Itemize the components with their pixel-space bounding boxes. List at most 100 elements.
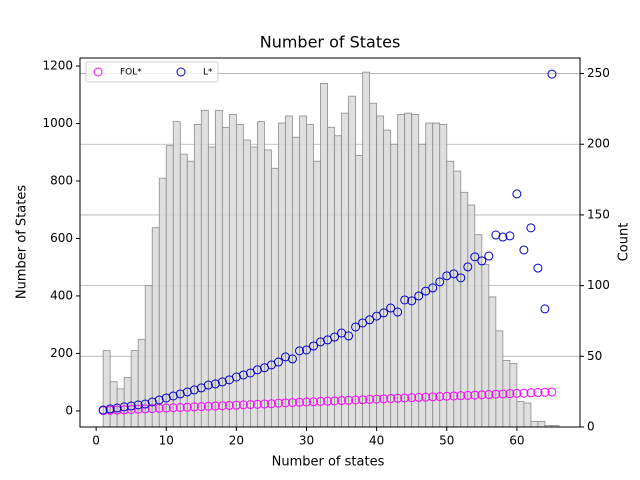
scatter-point xyxy=(259,399,269,409)
scatter-point xyxy=(547,387,557,397)
scatter-point xyxy=(414,291,424,301)
x-tick-label: 0 xyxy=(92,434,100,448)
scatter-point xyxy=(161,403,171,413)
legend-label: FOL* xyxy=(120,68,142,78)
scatter-point xyxy=(175,402,185,412)
scatter-point xyxy=(393,393,403,403)
scatter-point xyxy=(505,231,515,241)
chart-title: Number of States xyxy=(260,33,401,52)
scatter-point xyxy=(463,262,473,272)
y-tick-label: 600 xyxy=(50,231,73,245)
scatter-point xyxy=(210,379,220,389)
scatter-point xyxy=(421,392,431,402)
histogram-bar xyxy=(130,350,139,428)
scatter-point xyxy=(316,396,326,406)
scatter-point xyxy=(540,304,550,314)
scatter-point xyxy=(428,392,438,402)
histogram-bar xyxy=(397,114,406,428)
scatter-point xyxy=(238,400,248,410)
y2-tick-label: 150 xyxy=(587,207,610,221)
scatter-point xyxy=(449,391,459,401)
scatter-point xyxy=(477,256,487,266)
histogram-bar xyxy=(151,227,160,428)
scatter-point xyxy=(175,389,185,399)
histogram-bar xyxy=(362,71,371,428)
histogram-bar xyxy=(299,115,307,428)
plot-frame xyxy=(79,57,581,428)
histogram-bar xyxy=(242,139,251,428)
x-tick-label: 40 xyxy=(369,434,384,448)
scatter-point xyxy=(386,394,396,404)
histogram-bar xyxy=(516,401,525,428)
scatter-point xyxy=(491,389,501,399)
scatter-point xyxy=(498,232,508,242)
scatter-point xyxy=(196,402,206,412)
scatter-point xyxy=(238,370,248,380)
histogram-bar xyxy=(306,124,314,428)
histogram-bar xyxy=(383,129,392,428)
histogram-bar xyxy=(495,330,504,428)
scatter-point xyxy=(224,400,234,410)
scatter-point xyxy=(379,394,389,404)
scatter-point xyxy=(442,271,452,281)
scatter-point xyxy=(287,398,297,408)
scatter-point xyxy=(280,398,290,408)
scatter-point xyxy=(330,332,340,342)
histogram-bar xyxy=(193,124,202,428)
scatter-point xyxy=(140,399,150,409)
scatter-point xyxy=(168,403,178,413)
histogram-bar xyxy=(165,145,174,428)
scatter-point xyxy=(379,308,389,318)
scatter-point xyxy=(316,337,326,347)
scatter-point xyxy=(463,390,473,400)
y-tick-label: 0 xyxy=(65,403,73,417)
histogram-bar xyxy=(264,149,272,428)
scatter-point xyxy=(252,399,262,409)
scatter-point xyxy=(547,69,557,79)
legend-marker xyxy=(176,67,186,77)
scatter-point xyxy=(231,400,241,410)
scatter-point xyxy=(203,401,213,411)
scatter-point xyxy=(484,251,494,261)
histogram-bar xyxy=(320,83,328,428)
histogram-bar xyxy=(172,121,181,428)
scatter-point xyxy=(302,397,312,407)
scatter-point xyxy=(491,230,501,240)
scatter-point xyxy=(477,390,487,400)
histogram-bar xyxy=(446,160,455,428)
y2-tick-label: 100 xyxy=(587,278,610,292)
histogram-bar xyxy=(488,296,497,428)
x-tick-label: 50 xyxy=(439,434,454,448)
scatter-point xyxy=(386,303,396,313)
histogram-bar xyxy=(250,146,258,428)
scatter-point xyxy=(245,400,255,410)
scatter-point xyxy=(294,346,304,356)
scatter-point xyxy=(273,357,283,367)
legend-box xyxy=(85,61,219,83)
scatter-point xyxy=(351,395,361,405)
scatter-point xyxy=(505,389,515,399)
scatter-point xyxy=(540,387,550,397)
scatter-point xyxy=(330,396,340,406)
scatter-point xyxy=(407,393,417,403)
scatter-point xyxy=(470,390,480,400)
scatter-point xyxy=(189,402,199,412)
histogram-bar xyxy=(278,122,286,428)
histogram-bar xyxy=(432,122,441,428)
scatter-point xyxy=(182,387,192,397)
y-axis-label: Number of States xyxy=(15,185,30,299)
histogram-bar xyxy=(523,402,532,428)
y-tick-label: 400 xyxy=(50,288,73,302)
histogram-bar xyxy=(376,115,385,428)
scatter-point xyxy=(365,315,375,325)
x-tick-label: 20 xyxy=(229,434,244,448)
histogram-bar xyxy=(453,170,462,428)
legend-marker xyxy=(93,67,103,77)
scatter-point xyxy=(105,404,115,414)
scatter-point xyxy=(280,352,290,362)
histogram-bar xyxy=(537,420,546,428)
scatter-point xyxy=(533,263,543,273)
scatter-point xyxy=(456,273,466,283)
scatter-point xyxy=(217,401,227,411)
